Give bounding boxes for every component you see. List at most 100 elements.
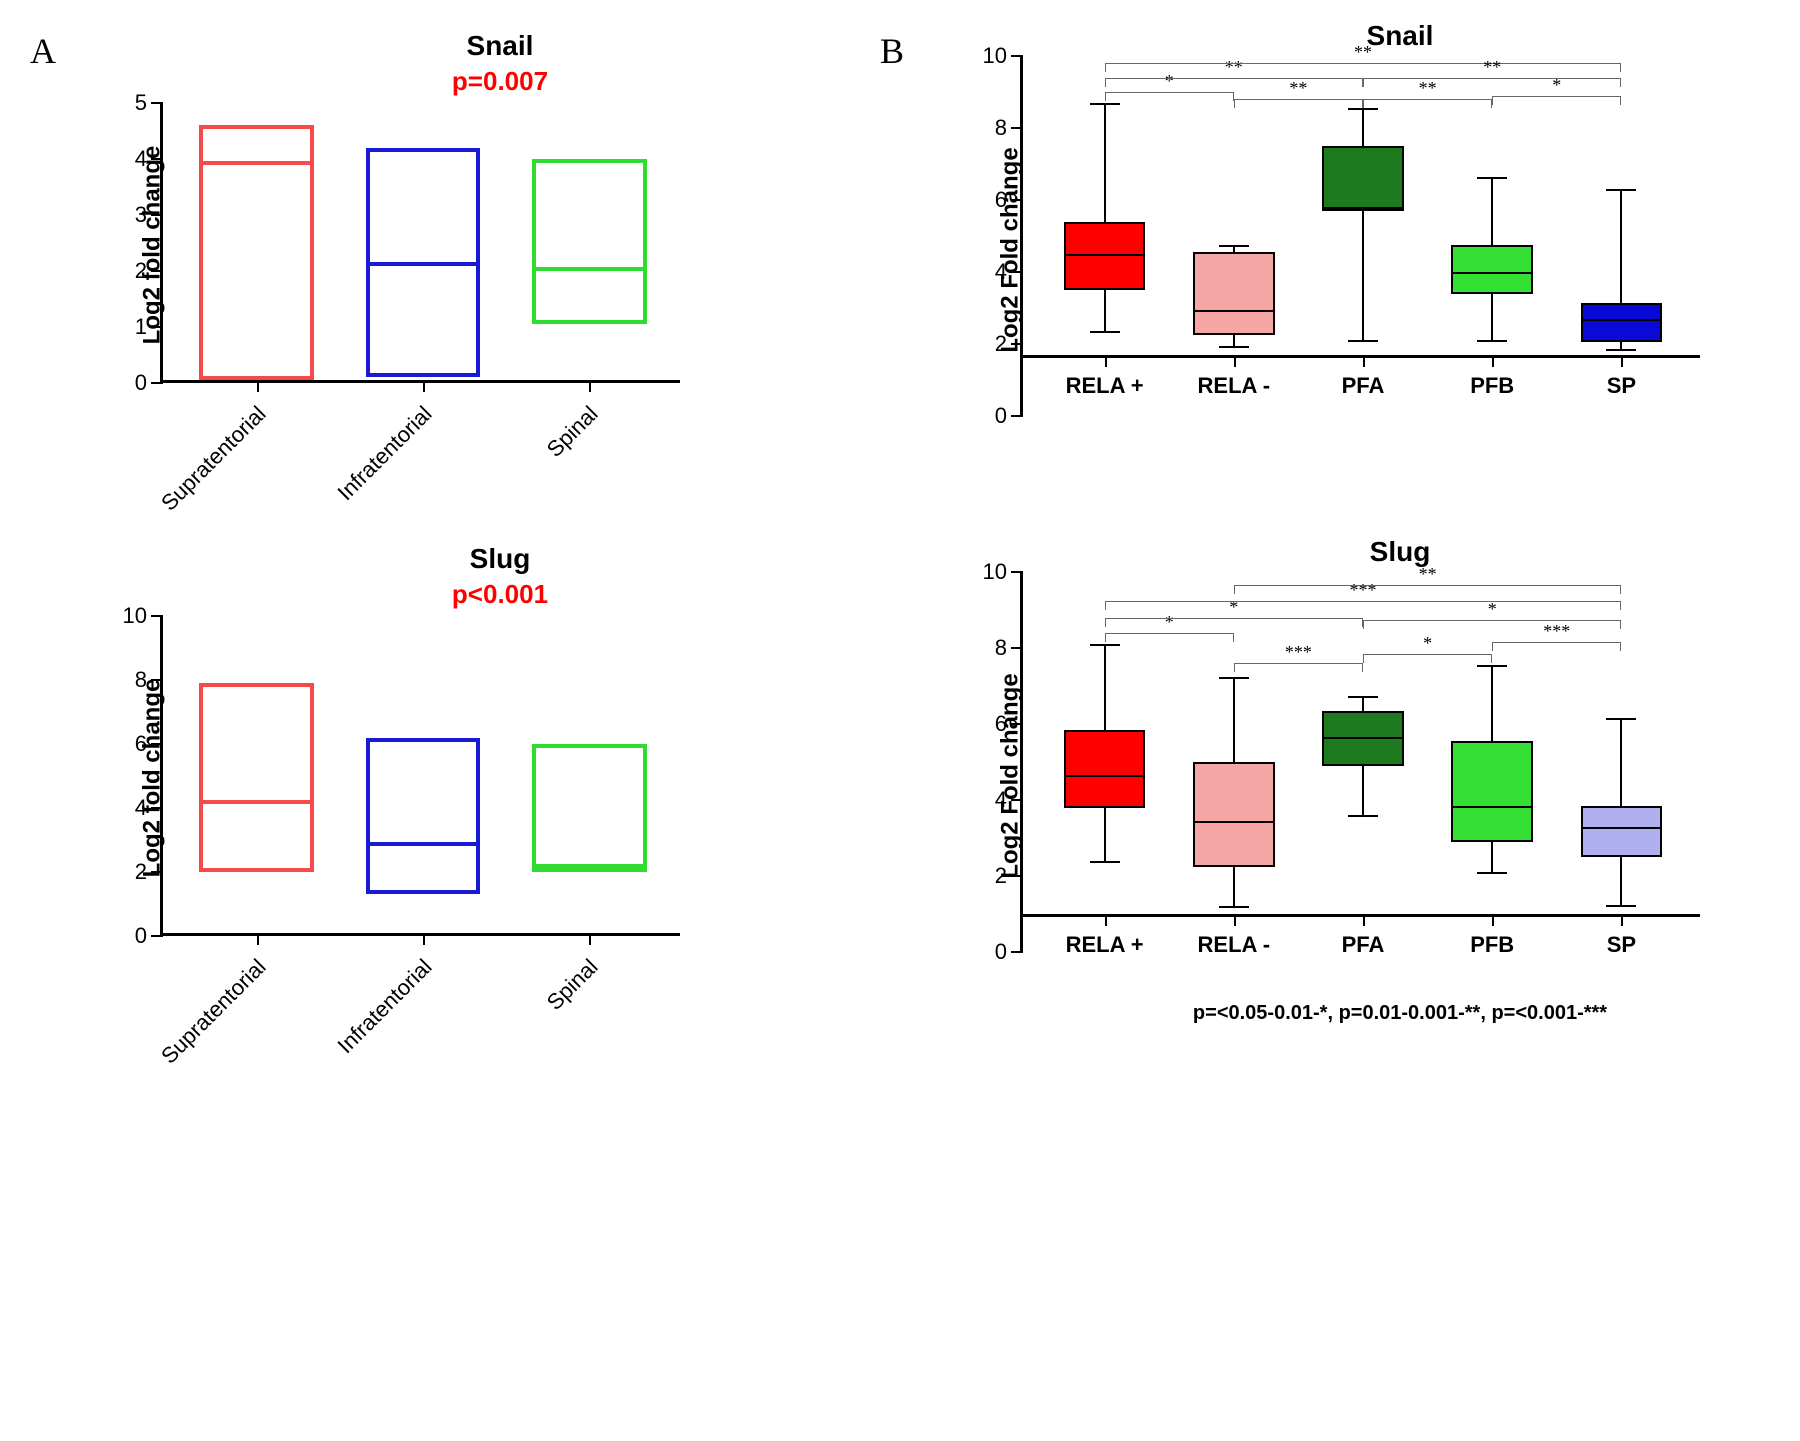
significance-label: * (1165, 71, 1174, 92)
significance-bracket (1363, 620, 1621, 621)
plot-area: Log2 fold change012345SupratentorialInfr… (160, 103, 680, 383)
x-tick-label: RELA + (1066, 932, 1144, 958)
y-tick-label: 2 (995, 863, 1023, 889)
x-tick (1363, 355, 1365, 367)
chart-title: Snail (160, 30, 840, 62)
y-tick-label: 0 (135, 370, 163, 396)
x-tick (423, 933, 425, 945)
x-tick-label: Supratentorial (156, 401, 271, 516)
x-tick (257, 933, 259, 945)
panel-a: A Snail p=0.007 Log2 fold change012345Su… (20, 20, 840, 1025)
y-tick-label: 10 (983, 43, 1023, 69)
x-tick (1105, 355, 1107, 367)
x-tick-label: Infratentorial (333, 401, 438, 506)
significance-bracket (1105, 63, 1622, 64)
y-tick-label: 6 (995, 711, 1023, 737)
plot-area: Log2 Fold change0246810RELA +RELA -PFAPF… (1020, 572, 1700, 952)
box-A (366, 148, 480, 378)
boxplot (1322, 572, 1404, 952)
x-tick-label: RELA + (1066, 373, 1144, 399)
box-A (199, 683, 313, 872)
x-tick (1492, 914, 1494, 926)
x-tick (1234, 355, 1236, 367)
x-tick (1621, 355, 1623, 367)
x-tick-label: PFB (1470, 373, 1514, 399)
box-A (532, 159, 646, 324)
panel-a-label: A (30, 30, 56, 72)
significance-label: *** (1285, 642, 1312, 663)
y-tick-label: 1 (135, 314, 163, 340)
significance-label: * (1552, 75, 1561, 96)
p-value: p<0.001 (160, 579, 840, 610)
x-tick-label: PFB (1470, 932, 1514, 958)
x-tick-label: PFA (1342, 373, 1385, 399)
box-A (366, 738, 480, 895)
panel-b-label: B (880, 30, 904, 72)
significance-bracket (1105, 601, 1622, 602)
p-value-footnote: p=<0.05-0.01-*, p=0.01-0.001-**, p=<0.00… (1020, 1002, 1780, 1025)
y-tick-label: 2 (135, 859, 163, 885)
chart-title: Slug (1020, 536, 1780, 568)
x-tick-label: SP (1607, 932, 1636, 958)
boxplot (1193, 572, 1275, 952)
significance-bracket (1105, 78, 1363, 79)
y-axis-label: Log2 fold change (138, 679, 166, 878)
x-tick (1234, 914, 1236, 926)
plot-area: Log2 Fold change0246810RELA +RELA -PFAPF… (1020, 56, 1700, 416)
y-tick-label: 0 (995, 939, 1023, 965)
x-tick (257, 380, 259, 392)
y-tick-label: 6 (135, 731, 163, 757)
significance-label: ** (1419, 78, 1437, 99)
panel-a-slug-chart: Slug p<0.001 Log2 fold change0246810Supr… (160, 543, 840, 936)
significance-bracket (1363, 99, 1492, 100)
x-tick (1492, 355, 1494, 367)
x-tick-label: RELA - (1198, 932, 1271, 958)
significance-label: ** (1289, 78, 1307, 99)
chart-title: Snail (1020, 20, 1780, 52)
x-tick (589, 933, 591, 945)
x-tick-label: RELA - (1198, 373, 1271, 399)
chart-title: Slug (160, 543, 840, 575)
x-tick (1621, 914, 1623, 926)
y-tick-label: 0 (135, 923, 163, 949)
significance-label: *** (1350, 580, 1377, 601)
significance-bracket (1492, 642, 1621, 643)
y-tick-label: 4 (995, 259, 1023, 285)
significance-bracket (1234, 585, 1622, 586)
significance-label: ** (1483, 57, 1501, 78)
y-tick-label: 8 (995, 115, 1023, 141)
plot-area: Log2 fold change0246810SupratentorialInf… (160, 616, 680, 936)
y-tick-label: 4 (135, 146, 163, 172)
figure-root: A Snail p=0.007 Log2 fold change012345Su… (20, 20, 1780, 1025)
significance-bracket (1492, 96, 1621, 97)
panel-a-snail-chart: Snail p=0.007 Log2 fold change012345Supr… (160, 30, 840, 383)
boxplot (1451, 572, 1533, 952)
significance-label: * (1423, 633, 1432, 654)
significance-bracket (1363, 654, 1492, 655)
y-axis-label: Log2 Fold change (997, 673, 1025, 878)
significance-bracket (1105, 633, 1234, 634)
panel-b-snail-chart: Snail Log2 Fold change0246810RELA +RELA … (1020, 20, 1780, 416)
significance-bracket (1105, 92, 1234, 93)
significance-bracket (1105, 618, 1363, 619)
x-tick (423, 380, 425, 392)
x-tick (1105, 914, 1107, 926)
x-tick-label: Supratentorial (156, 954, 271, 1069)
x-tick (589, 380, 591, 392)
boxplot (1064, 572, 1146, 952)
significance-label: ** (1225, 57, 1243, 78)
x-tick (1363, 914, 1365, 926)
significance-label: ** (1354, 42, 1372, 63)
y-tick-label: 2 (995, 331, 1023, 357)
y-tick-label: 0 (995, 403, 1023, 429)
y-tick-label: 4 (995, 787, 1023, 813)
significance-label: * (1165, 612, 1174, 633)
y-tick-label: 8 (995, 635, 1023, 661)
boxplot (1581, 572, 1663, 952)
y-tick-label: 4 (135, 795, 163, 821)
x-tick-label: SP (1607, 373, 1636, 399)
significance-label: *** (1543, 621, 1570, 642)
significance-bracket (1363, 78, 1621, 79)
box-A (199, 125, 313, 380)
significance-bracket (1234, 663, 1363, 664)
